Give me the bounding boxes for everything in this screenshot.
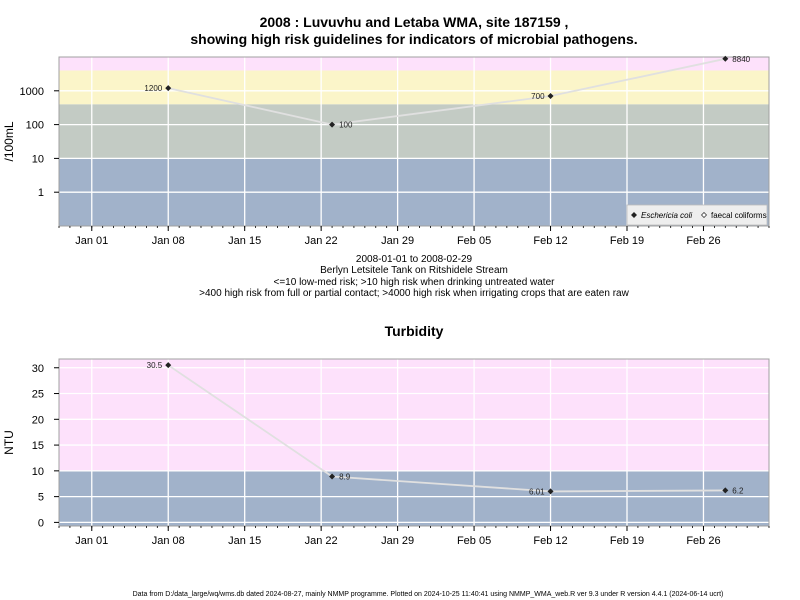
data-label: 6.01 (529, 487, 545, 496)
x-tick-label: Jan 08 (152, 235, 185, 247)
x-tick-label: Feb 26 (686, 535, 720, 547)
data-point (165, 362, 172, 369)
y-tick-label: 20 (32, 414, 44, 426)
series-line (168, 57, 726, 126)
risk-band-1 (59, 359, 769, 471)
y-tick-label: 1 (38, 187, 44, 199)
legend-label: Eschericia coli (641, 211, 692, 220)
x-tick-label: Jan 15 (228, 235, 261, 247)
x-tick-label: Jan 08 (152, 535, 185, 547)
caption-date-range: 2008-01-01 to 2008-02-29 (356, 254, 473, 265)
risk-band-2 (59, 70, 769, 105)
data-label: 30.5 (147, 361, 163, 370)
caption-site-name: Berlyn Letsitele Tank on Ritshidele Stre… (320, 265, 508, 276)
x-tick-label: Jan 01 (75, 235, 108, 247)
legend-box (626, 204, 768, 226)
data-point (547, 93, 554, 100)
x-tick-label: Feb 19 (610, 235, 644, 247)
data-label: 1200 (144, 84, 162, 93)
y-tick-label: 1000 (20, 86, 44, 98)
y-axis-label: /100mL (2, 121, 16, 161)
y-tick-label: 10 (32, 466, 44, 478)
x-tick-label: Feb 26 (686, 235, 720, 247)
x-tick-label: Jan 22 (305, 535, 338, 547)
data-point (165, 85, 172, 92)
data-label: 6.2 (732, 486, 744, 495)
caption-drinking-guideline: <=10 low-med risk; >10 high risk when dr… (274, 277, 556, 288)
title-line-1: 2008 : Luvuvhu and Letaba WMA, site 1871… (260, 14, 569, 30)
y-axis-label: NTU (2, 430, 16, 455)
chart-title: Turbidity (385, 323, 444, 339)
data-point (329, 121, 336, 128)
y-tick-label: 25 (32, 389, 44, 401)
data-label: 100 (339, 121, 353, 130)
data-point (722, 487, 729, 494)
x-tick-label: Feb 05 (457, 535, 491, 547)
plot-frame (58, 358, 770, 527)
y-tick-label: 100 (26, 120, 44, 132)
x-tick-label: Feb 12 (533, 535, 567, 547)
x-tick-label: Jan 29 (381, 535, 414, 547)
data-label: 8840 (732, 55, 750, 64)
legend: Eschericia coli faecal coliforms (626, 204, 768, 226)
data-label: 8.9 (339, 473, 351, 482)
footer-note: Data from D:/data_large/wq/wms.db dated … (133, 591, 724, 598)
x-tick-label: Jan 29 (381, 235, 414, 247)
legend-marker (631, 212, 637, 218)
y-tick-label: 15 (32, 440, 44, 452)
y-tick-label: 5 (38, 492, 44, 504)
microbial-chart: Jan 01 Jan 08 Jan 15 Jan 22 Jan 29 Feb 05 Feb … (2, 55, 770, 247)
data-label: 700 (531, 92, 545, 101)
risk-band-1 (59, 104, 769, 159)
data-point (722, 55, 729, 62)
x-tick-label: Feb 05 (457, 235, 491, 247)
x-tick-label: Jan 22 (305, 235, 338, 247)
y-tick-label: 10 (32, 153, 44, 165)
y-tick-label: 30 (32, 363, 44, 375)
legend-marker (701, 212, 707, 218)
y-tick-label: 0 (38, 517, 44, 529)
risk-band-0 (59, 470, 769, 526)
series-line (167, 364, 726, 493)
legend-label: faecal coliforms (711, 211, 767, 220)
caption-contact-guideline: >400 high risk from full or partial cont… (199, 288, 629, 299)
title-line-2: showing high risk guidelines for indicat… (190, 31, 637, 47)
risk-band-3 (59, 57, 769, 71)
x-tick-label: Jan 15 (228, 535, 261, 547)
x-tick-label: Jan 01 (75, 535, 108, 547)
turbidity-chart: Turbidity Jan 01 Jan 08 Jan 15 Jan 22 Jan 29 F… (2, 323, 770, 547)
data-point (329, 473, 336, 480)
data-point (547, 488, 554, 495)
x-tick-label: Feb 12 (533, 235, 567, 247)
x-tick-label: Feb 19 (610, 535, 644, 547)
plot-frame (58, 56, 770, 227)
